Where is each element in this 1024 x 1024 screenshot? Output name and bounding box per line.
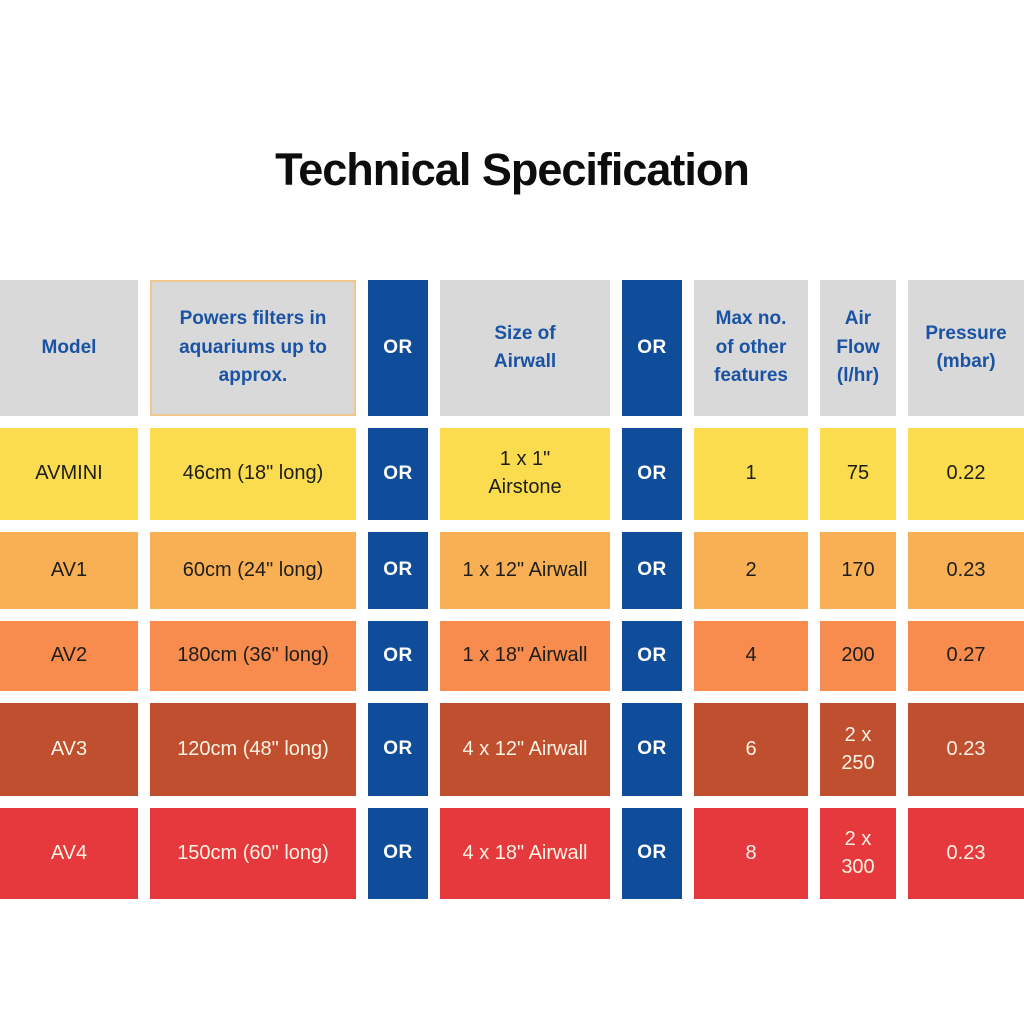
- cell-or-2: OR: [622, 808, 682, 899]
- cell-size: 1 x 1" Airstone: [440, 428, 610, 520]
- cell-air-flow: 170: [820, 532, 896, 609]
- cell-max-features: 6: [694, 703, 808, 796]
- cell-air-flow: 75: [820, 428, 896, 520]
- header-model: Model: [0, 280, 138, 416]
- cell-or-2: OR: [622, 532, 682, 609]
- header-or-2: OR: [622, 280, 682, 416]
- cell-max-features: 4: [694, 621, 808, 691]
- header-size: Size of Airwall: [440, 280, 610, 416]
- cell-air-flow: 2 x 300: [820, 808, 896, 899]
- cell-air-flow: 2 x 250: [820, 703, 896, 796]
- cell-powers: 60cm (24" long): [150, 532, 356, 609]
- cell-size: 4 x 12" Airwall: [440, 703, 610, 796]
- cell-or-1: OR: [368, 428, 428, 520]
- cell-size: 1 x 18" Airwall: [440, 621, 610, 691]
- header-air-flow: Air Flow (l/hr): [820, 280, 896, 416]
- cell-powers: 150cm (60" long): [150, 808, 356, 899]
- header-pressure: Pressure (mbar): [908, 280, 1024, 416]
- header-or-1: OR: [368, 280, 428, 416]
- cell-air-flow: 200: [820, 621, 896, 691]
- cell-max-features: 2: [694, 532, 808, 609]
- cell-or-1: OR: [368, 532, 428, 609]
- cell-pressure: 0.23: [908, 703, 1024, 796]
- page-title: Technical Specification: [275, 144, 750, 195]
- cell-or-2: OR: [622, 428, 682, 520]
- cell-max-features: 8: [694, 808, 808, 899]
- cell-model: AV1: [0, 532, 138, 609]
- cell-size: 4 x 18" Airwall: [440, 808, 610, 899]
- cell-powers: 120cm (48" long): [150, 703, 356, 796]
- cell-pressure: 0.23: [908, 532, 1024, 609]
- cell-size: 1 x 12" Airwall: [440, 532, 610, 609]
- cell-powers: 180cm (36" long): [150, 621, 356, 691]
- cell-model: AV4: [0, 808, 138, 899]
- cell-pressure: 0.27: [908, 621, 1024, 691]
- spec-table: Model Powers filters in aquariums up to …: [0, 280, 1024, 899]
- cell-model: AVMINI: [0, 428, 138, 520]
- cell-or-1: OR: [368, 808, 428, 899]
- cell-or-2: OR: [622, 621, 682, 691]
- cell-powers: 46cm (18" long): [150, 428, 356, 520]
- cell-model: AV3: [0, 703, 138, 796]
- cell-or-1: OR: [368, 621, 428, 691]
- header-powers: Powers filters in aquariums up to approx…: [150, 280, 356, 416]
- cell-max-features: 1: [694, 428, 808, 520]
- cell-pressure: 0.23: [908, 808, 1024, 899]
- cell-or-2: OR: [622, 703, 682, 796]
- header-max-features: Max no. of other features: [694, 280, 808, 416]
- cell-pressure: 0.22: [908, 428, 1024, 520]
- cell-or-1: OR: [368, 703, 428, 796]
- cell-model: AV2: [0, 621, 138, 691]
